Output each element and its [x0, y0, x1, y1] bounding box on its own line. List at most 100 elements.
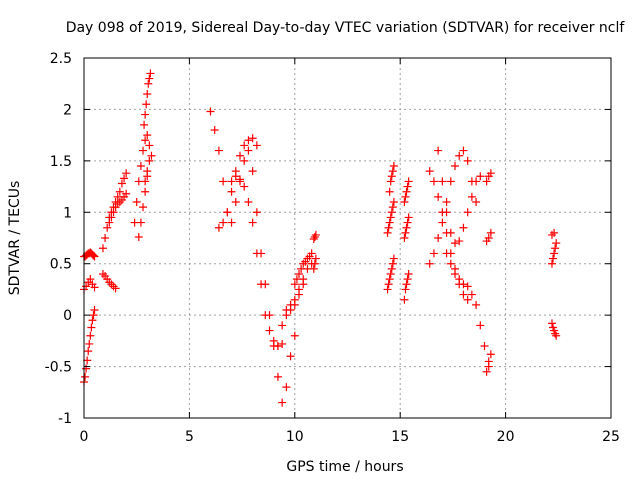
- data-point-arc-ac: [486, 169, 495, 178]
- data-point-arc-s: [389, 254, 398, 263]
- data-point-arc-z: [442, 198, 451, 206]
- data-point-arc-z: [429, 249, 438, 258]
- x-tick-label: 10: [286, 429, 304, 445]
- data-point-arc-ab: [442, 249, 451, 258]
- y-tick-label: 1.5: [50, 154, 72, 170]
- data-point-arc-ae: [486, 350, 495, 359]
- data-point-arc-l: [244, 136, 253, 145]
- data-point-arc-j: [147, 151, 156, 160]
- data-point-arc-l: [214, 223, 223, 232]
- data-point-arc-k: [227, 218, 236, 227]
- data-point-arc-k: [286, 352, 295, 361]
- data-point-arc-ag: [552, 331, 561, 340]
- data-point-arc-ad: [484, 234, 493, 242]
- data-point-arc-f: [107, 213, 116, 222]
- data-point-arc-ah: [550, 228, 559, 237]
- y-tick-label: 0.5: [50, 257, 72, 273]
- data-point-arc-aa: [446, 228, 455, 237]
- data-point-arc-c: [86, 275, 95, 284]
- data-point-arc-k: [252, 208, 261, 217]
- data-point-arc-s: [385, 275, 394, 284]
- data-point-arc-d: [98, 244, 107, 253]
- data-point-arc-af: [549, 254, 558, 263]
- data-point-arc-af: [552, 239, 561, 248]
- x-tick-label: 0: [80, 429, 89, 445]
- data-point-arc-i: [141, 110, 150, 119]
- data-point-arc-ae: [482, 367, 491, 376]
- data-point-arc-o: [282, 311, 291, 320]
- data-point-arc-b: [88, 316, 97, 325]
- data-point-arc-y: [472, 300, 481, 309]
- data-point-arc-k: [282, 383, 291, 392]
- data-point-arc-m: [240, 182, 249, 191]
- data-point-arc-t: [386, 213, 395, 222]
- data-point-arc-aa: [467, 192, 476, 201]
- x-tick-label: 5: [185, 429, 194, 445]
- y-tick-label: 1: [63, 205, 72, 221]
- data-point-arc-k: [240, 156, 249, 165]
- data-point-arc-g: [132, 198, 141, 206]
- data-point-arc-g: [139, 146, 148, 155]
- data-point-arc-m: [227, 177, 236, 186]
- data-point-arc-t: [384, 223, 393, 232]
- data-point-arc-j: [145, 156, 154, 165]
- x-tick-label: 25: [602, 429, 620, 445]
- data-point-arc-d: [115, 187, 124, 196]
- y-tick-label: -1: [58, 411, 72, 427]
- data-point-arc-y: [476, 321, 485, 330]
- data-point-arc-k: [219, 177, 228, 186]
- data-point-arc-w: [402, 223, 411, 232]
- data-point-arc-z: [438, 218, 447, 227]
- data-point-arc-aa: [442, 208, 451, 217]
- data-point-arc-aa: [438, 177, 447, 186]
- data-point-arc-i: [145, 74, 154, 83]
- data-point-arc-d: [103, 223, 112, 232]
- data-point-arc-z: [472, 198, 481, 206]
- data-point-arc-ae: [484, 357, 493, 366]
- data-point-arc-y: [480, 342, 489, 350]
- data-point-arc-y: [434, 192, 443, 201]
- data-point-arc-r: [309, 264, 318, 273]
- data-point-arc-z: [459, 146, 468, 155]
- y-tick-label: 2.5: [50, 51, 72, 67]
- data-point-arc-z: [451, 162, 460, 170]
- plot-frame: [83, 57, 612, 419]
- data-point-arc-d: [122, 169, 131, 178]
- data-point-arc-z: [463, 156, 472, 165]
- data-point-arc-d: [101, 234, 110, 242]
- data-point-arc-w: [404, 213, 413, 222]
- data-point-arc-i: [144, 79, 153, 88]
- data-point-arc-z: [425, 259, 434, 268]
- data-point-arc-aa: [434, 146, 443, 155]
- data-point-arc-o: [290, 300, 299, 309]
- data-point-arc-s: [387, 264, 396, 273]
- x-tick-label: 15: [391, 429, 409, 445]
- data-point-arc-aa: [451, 239, 460, 248]
- data-point-arc-b: [82, 364, 91, 373]
- data-point-arc-k: [214, 146, 223, 155]
- data-point-arc-b: [90, 306, 99, 314]
- data-point-arc-k: [248, 167, 257, 176]
- data-point-arc-l: [240, 141, 249, 150]
- data-point-arc-aa: [463, 208, 472, 217]
- data-point-arc-h: [136, 218, 145, 227]
- data-point-arc-f: [115, 198, 124, 206]
- data-point-arc-f: [122, 189, 131, 198]
- data-point-arc-i: [146, 69, 155, 78]
- data-point-arc-ab: [446, 259, 455, 268]
- data-point-arc-ah: [547, 230, 556, 239]
- data-point-arc-g: [143, 131, 152, 140]
- data-point-arc-e: [111, 284, 120, 293]
- data-point-arc-m: [244, 198, 253, 206]
- data-point-arc-b: [81, 372, 90, 381]
- data-point-arc-d: [117, 179, 126, 188]
- data-point-arc-l: [248, 134, 257, 143]
- data-point-arc-h: [139, 203, 148, 212]
- data-point-arc-m: [252, 249, 261, 258]
- data-point-arc-o: [295, 290, 304, 299]
- data-point-arc-k: [206, 107, 215, 116]
- data-point-arc-u: [387, 172, 396, 181]
- data-point-arc-t: [388, 203, 397, 212]
- data-point-arc-q: [310, 232, 319, 241]
- data-point-arc-d: [120, 174, 129, 183]
